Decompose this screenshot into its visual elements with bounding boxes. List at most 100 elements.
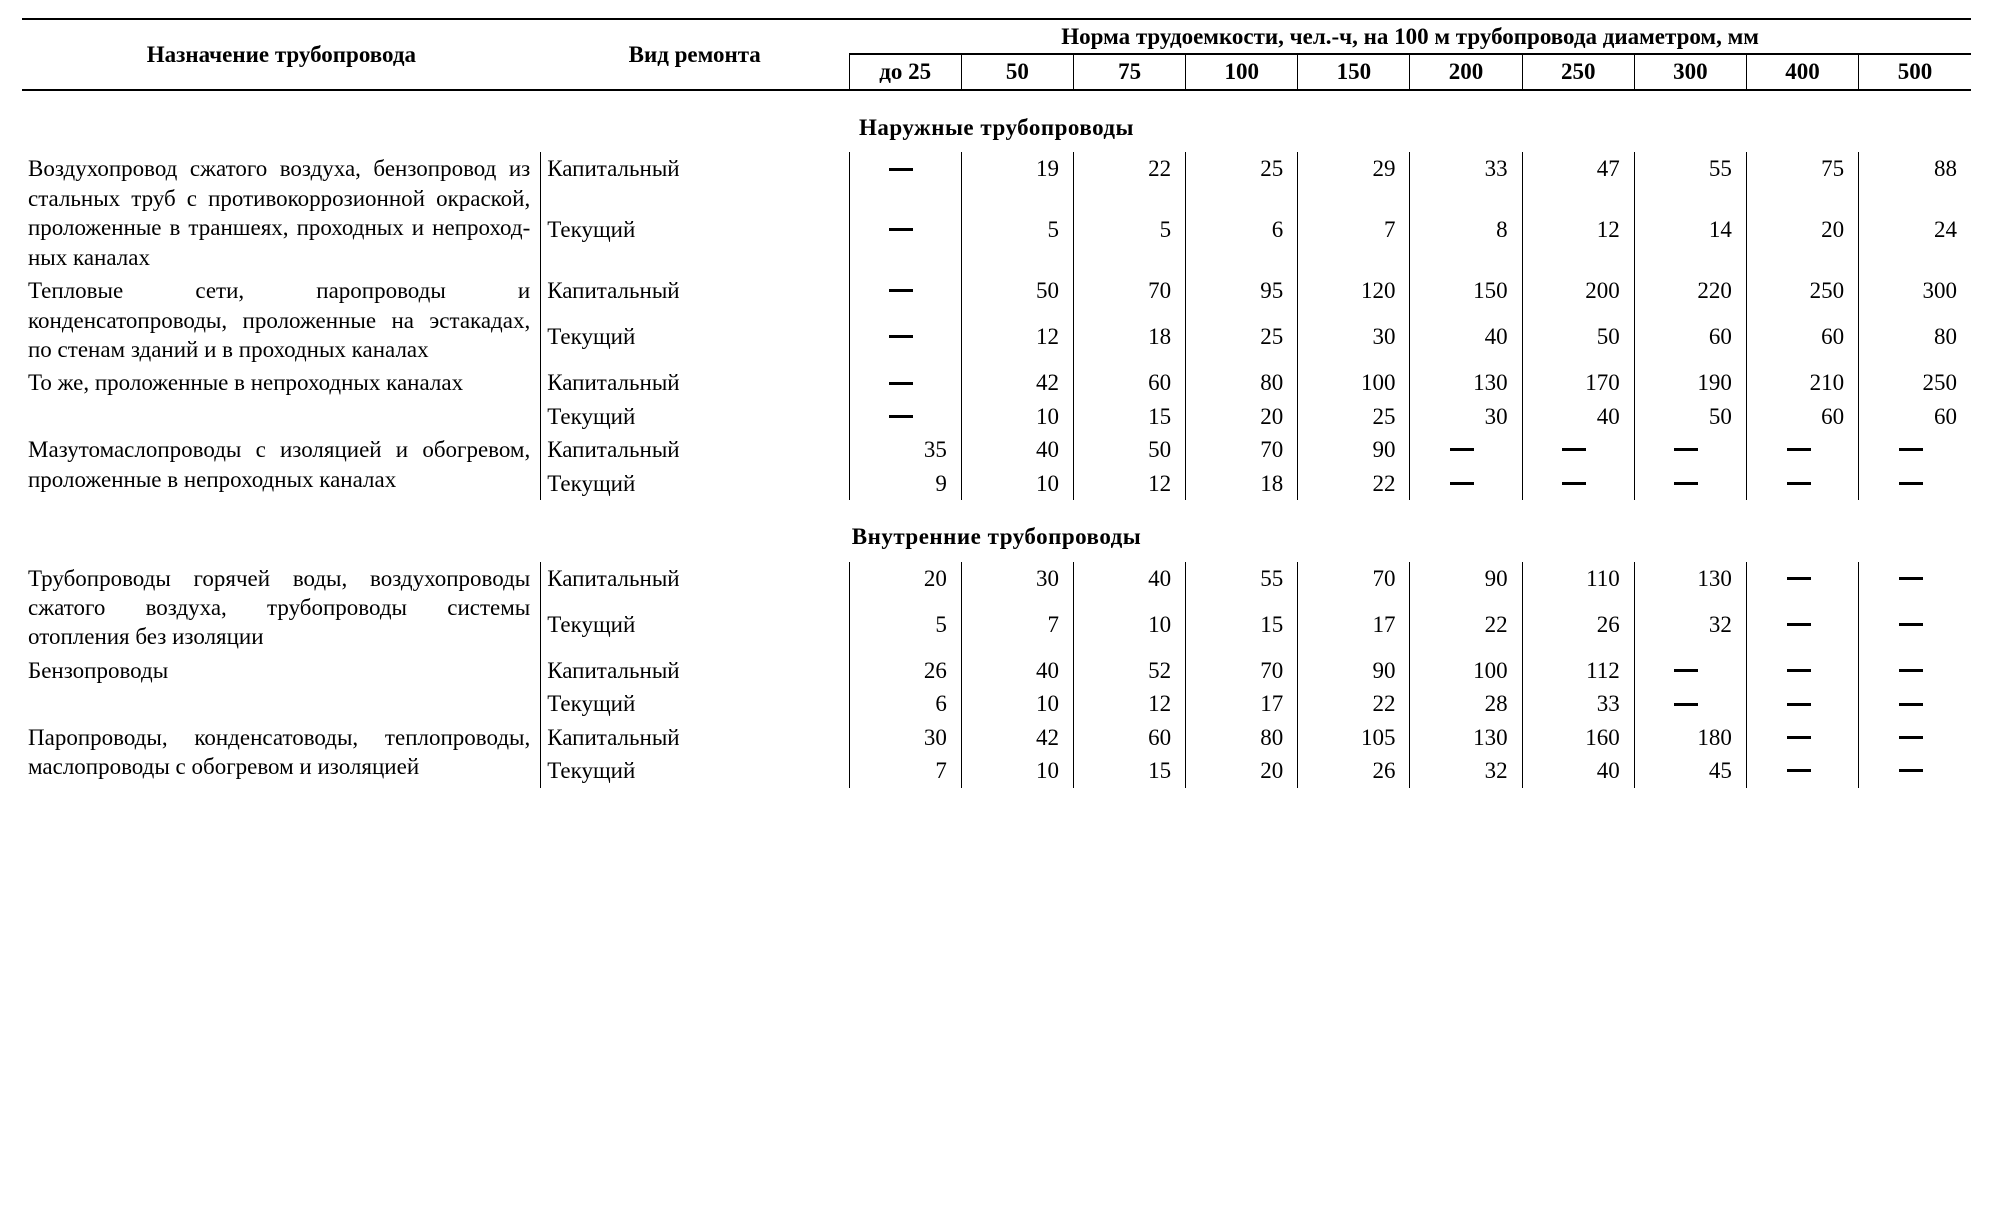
value-cell — [849, 274, 961, 320]
value-cell: 88 — [1859, 152, 1971, 213]
dash-icon — [1562, 482, 1586, 485]
header-diameter: 75 — [1073, 54, 1185, 89]
value-cell: 42 — [961, 721, 1073, 754]
header-diameter: 100 — [1186, 54, 1298, 89]
value-cell: 19 — [961, 152, 1073, 213]
value-cell: 90 — [1298, 654, 1410, 687]
value-cell: 15 — [1073, 400, 1185, 433]
purpose-cell: Паропроводы, конденсатово­ды, теплопрово… — [22, 721, 541, 788]
value-cell — [1410, 467, 1522, 500]
value-cell: 190 — [1634, 366, 1746, 399]
dash-icon — [889, 228, 913, 231]
dash-icon — [1787, 736, 1811, 739]
value-cell: 7 — [1298, 213, 1410, 274]
value-cell: 7 — [849, 754, 961, 787]
value-cell: 250 — [1859, 366, 1971, 399]
dash-icon — [889, 168, 913, 171]
table-row: Паропроводы, конденсатово­ды, теплопрово… — [22, 721, 1971, 754]
value-cell: 120 — [1298, 274, 1410, 320]
repair-type-cell: Текущий — [541, 213, 849, 274]
value-cell: 18 — [1186, 467, 1298, 500]
dash-icon — [1899, 623, 1923, 626]
purpose-cell: Трубопроводы горячей воды, воздухопровод… — [22, 562, 541, 654]
value-cell: 22 — [1298, 687, 1410, 720]
dash-icon — [1450, 448, 1474, 451]
value-cell: 95 — [1186, 274, 1298, 320]
value-cell: 50 — [1634, 400, 1746, 433]
value-cell — [849, 400, 961, 433]
purpose-cell: Тепловые сети, паропроводы и конденсатоп… — [22, 274, 541, 366]
value-cell: 100 — [1298, 366, 1410, 399]
table-row: Трубопроводы горячей воды, воздухопровод… — [22, 562, 1971, 608]
value-cell: 26 — [1522, 608, 1634, 654]
value-cell: 60 — [1073, 721, 1185, 754]
value-cell: 12 — [1073, 467, 1185, 500]
header-diameter: 300 — [1634, 54, 1746, 89]
value-cell: 40 — [1522, 400, 1634, 433]
value-cell: 12 — [1073, 687, 1185, 720]
value-cell: 5 — [849, 608, 961, 654]
value-cell: 6 — [849, 687, 961, 720]
dash-icon — [1787, 669, 1811, 672]
labor-norms-table: Назначение трубопровода Вид ремонта Норм… — [22, 18, 1971, 788]
value-cell: 12 — [1522, 213, 1634, 274]
table-body: Наружные трубопроводыВоздухопровод сжато… — [22, 90, 1971, 788]
value-cell: 110 — [1522, 562, 1634, 608]
dash-icon — [1899, 736, 1923, 739]
value-cell: 28 — [1410, 687, 1522, 720]
value-cell — [1410, 433, 1522, 466]
header-diameter: 500 — [1859, 54, 1971, 89]
value-cell: 40 — [1410, 320, 1522, 366]
value-cell: 80 — [1859, 320, 1971, 366]
value-cell: 30 — [961, 562, 1073, 608]
value-cell: 22 — [1073, 152, 1185, 213]
value-cell: 35 — [849, 433, 961, 466]
value-cell: 7 — [961, 608, 1073, 654]
value-cell: 180 — [1634, 721, 1746, 754]
purpose-cell: Воздухопровод сжатого возду­ха, бензопро… — [22, 152, 541, 274]
dash-icon — [889, 335, 913, 338]
value-cell: 14 — [1634, 213, 1746, 274]
value-cell — [1746, 687, 1858, 720]
dash-icon — [1787, 448, 1811, 451]
value-cell: 90 — [1298, 433, 1410, 466]
value-cell: 25 — [1298, 400, 1410, 433]
dash-icon — [1899, 669, 1923, 672]
dash-icon — [1674, 703, 1698, 706]
value-cell — [1746, 608, 1858, 654]
value-cell: 80 — [1186, 366, 1298, 399]
value-cell — [1859, 654, 1971, 687]
repair-type-cell: Текущий — [541, 687, 849, 720]
dash-icon — [1899, 482, 1923, 485]
dash-icon — [1787, 577, 1811, 580]
value-cell: 60 — [1073, 366, 1185, 399]
value-cell — [1859, 608, 1971, 654]
value-cell: 55 — [1186, 562, 1298, 608]
value-cell: 130 — [1410, 366, 1522, 399]
value-cell: 60 — [1634, 320, 1746, 366]
value-cell: 15 — [1186, 608, 1298, 654]
repair-type-cell: Текущий — [541, 467, 849, 500]
table-row: Тепловые сети, паропроводы и конденсатоп… — [22, 274, 1971, 320]
repair-type-cell: Текущий — [541, 400, 849, 433]
value-cell: 8 — [1410, 213, 1522, 274]
value-cell: 105 — [1298, 721, 1410, 754]
value-cell: 60 — [1746, 320, 1858, 366]
value-cell — [1859, 754, 1971, 787]
value-cell: 5 — [961, 213, 1073, 274]
header-diameter: 400 — [1746, 54, 1858, 89]
value-cell: 33 — [1410, 152, 1522, 213]
value-cell: 20 — [1186, 400, 1298, 433]
value-cell: 10 — [961, 467, 1073, 500]
value-cell — [1859, 687, 1971, 720]
dash-icon — [1787, 703, 1811, 706]
value-cell: 150 — [1410, 274, 1522, 320]
value-cell: 52 — [1073, 654, 1185, 687]
purpose-cell: Бензопроводы — [22, 654, 541, 721]
value-cell: 200 — [1522, 274, 1634, 320]
dash-icon — [1787, 623, 1811, 626]
repair-type-cell: Капитальный — [541, 654, 849, 687]
value-cell — [1746, 562, 1858, 608]
repair-type-cell: Капитальный — [541, 721, 849, 754]
value-cell: 60 — [1746, 400, 1858, 433]
